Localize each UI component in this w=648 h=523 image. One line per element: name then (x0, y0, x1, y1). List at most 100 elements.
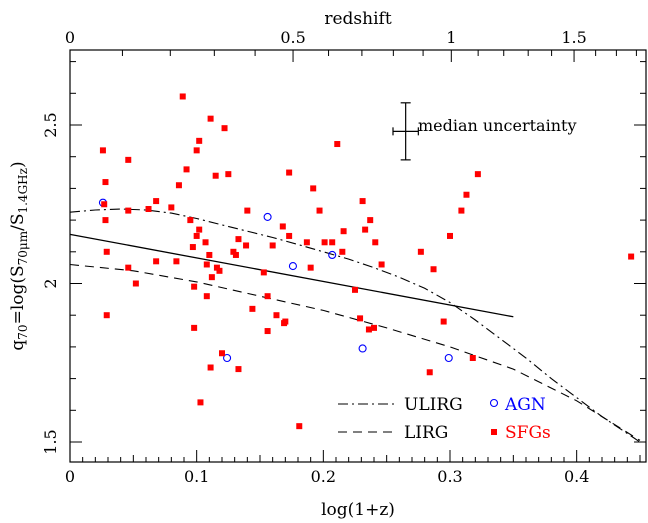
sfg-point (102, 179, 109, 186)
fit-line (69, 233, 514, 318)
x2-tick-label: 0 (65, 28, 75, 47)
agn-point (358, 344, 367, 353)
sfg-point (191, 283, 198, 290)
legend-sfg-label: SFGs (505, 423, 551, 443)
sfg-point (296, 423, 303, 430)
legend-agn-swatch (489, 398, 499, 408)
annotation-median-uncertainty: median uncertainty (418, 116, 576, 135)
sfg-point (103, 248, 110, 255)
sfg-point (628, 253, 635, 260)
x2-tick-label: 1.5 (561, 28, 586, 47)
data-points (98, 93, 635, 430)
legend-ulirg-label: ULIRG (404, 395, 463, 415)
agn-point (263, 212, 272, 221)
sfg-point (189, 244, 196, 251)
sfg-point (196, 226, 203, 233)
sfg-point (244, 207, 251, 214)
sfg-point (225, 171, 232, 178)
sfg-point (273, 312, 280, 319)
sfg-point (371, 324, 377, 331)
legend-sfg-swatch (491, 429, 497, 435)
y-axis-title: q70=log(S70μm/S1.4GHz) (8, 161, 30, 350)
x-tick-label: 0.3 (437, 467, 462, 486)
sfg-point (193, 232, 200, 239)
sfg-point (125, 156, 132, 163)
sfg-point (232, 251, 239, 258)
sfg-point (286, 232, 293, 239)
legend-lirg-label: LIRG (404, 423, 448, 443)
sfg-point (357, 315, 364, 322)
sfg-point (307, 264, 314, 271)
sfg-point (173, 258, 180, 265)
sfg-point (235, 366, 242, 373)
sfg-point (206, 251, 213, 258)
sfg-point (207, 364, 214, 371)
sfg-point (329, 239, 336, 246)
sfg-point (260, 269, 267, 276)
y-tick-label: 1.5 (41, 429, 60, 454)
legend-agn-label: AGN (504, 395, 546, 415)
sfg-point (359, 198, 366, 205)
x-tick-label: 0.1 (184, 467, 209, 486)
sfg-point (339, 248, 346, 255)
sfg-point (125, 207, 132, 214)
sfg-point (264, 293, 271, 300)
sfg-point (216, 267, 223, 274)
sfg-point (196, 137, 203, 144)
axis-ticks (69, 50, 646, 462)
sfg-point (221, 125, 228, 132)
sfg-point (103, 312, 110, 319)
sfg-point (202, 239, 209, 246)
sfg-point (463, 191, 470, 198)
sfg-point (203, 261, 210, 268)
sfg-point (208, 274, 215, 281)
sfg-point (203, 293, 210, 300)
ulirg-curve (69, 208, 641, 443)
sfg-point (286, 169, 293, 176)
sfg-point (219, 350, 225, 357)
sfg-point (372, 239, 379, 246)
sfg-point (212, 172, 219, 179)
sfg-point (316, 207, 323, 214)
sfg-point (207, 115, 214, 122)
sfg-point (340, 228, 347, 235)
sfg-point (474, 171, 481, 178)
sfg-point (334, 141, 341, 148)
sfg-point (282, 318, 289, 325)
sfg-point (193, 147, 200, 154)
sfg-point (153, 258, 160, 265)
sfg-point (430, 266, 437, 273)
sfg-point (125, 264, 132, 271)
x2-tick-label: 1 (446, 28, 456, 47)
sfg-point (153, 198, 160, 205)
agn-point (288, 262, 297, 271)
y-tick-label: 2.5 (41, 112, 60, 137)
model-curves (69, 208, 641, 443)
sfg-point (230, 248, 237, 255)
legend: ULIRG LIRG AGN SFGs (338, 395, 551, 443)
sfg-point (279, 223, 286, 230)
x-tick-label: 0 (65, 467, 75, 486)
sfg-point (469, 354, 476, 361)
x-axis-title: log(1+z) (321, 500, 395, 520)
sfg-point (243, 242, 250, 249)
sfg-point (303, 239, 310, 246)
sfg-point (417, 248, 424, 255)
sfg-point (183, 166, 190, 173)
sfg-point (321, 239, 328, 246)
sfg-point (213, 264, 220, 271)
sfg-point (310, 185, 317, 192)
sfg-point (426, 369, 433, 376)
sfg-point (352, 286, 358, 293)
sfg-point (99, 147, 106, 154)
sfg-point (191, 324, 198, 331)
agn-point (328, 250, 337, 260)
x2-tick-label: 0.5 (280, 28, 305, 47)
sfg-point (367, 217, 374, 224)
sfg-point (175, 182, 182, 189)
sfg-point (235, 236, 242, 243)
sfg-point (249, 305, 256, 312)
x-tick-label: 0.2 (311, 467, 336, 486)
sfg-point (197, 399, 204, 406)
